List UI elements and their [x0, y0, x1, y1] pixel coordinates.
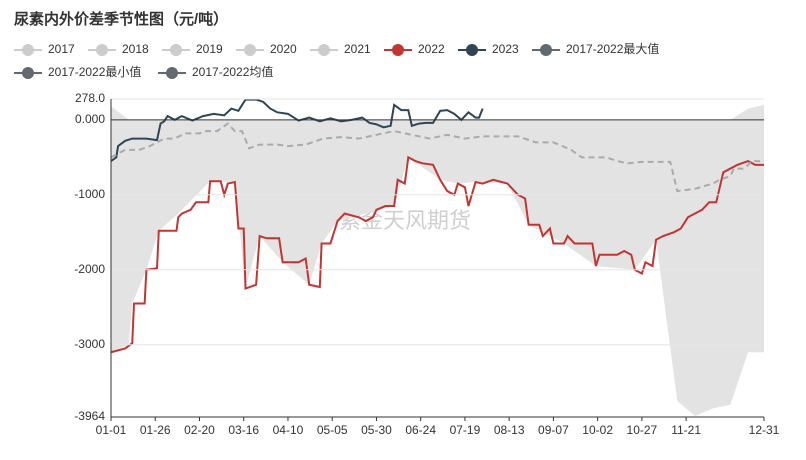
legend-marker	[392, 44, 404, 56]
legend-item[interactable]: 2023	[458, 42, 519, 56]
y-tick-label: -3000	[74, 337, 105, 351]
x-tick-label: 01-26	[140, 423, 171, 437]
y-tick-label: -3964	[74, 409, 105, 423]
legend-marker	[244, 44, 256, 56]
y-tick-label: 278.0	[75, 91, 105, 105]
x-tick-label: 02-20	[184, 423, 215, 437]
series-line	[110, 155, 764, 354]
legend-item[interactable]: 2018	[88, 42, 149, 56]
legend-label: 2017-2022最大值	[566, 41, 659, 56]
legend-marker	[22, 44, 34, 56]
legend-item[interactable]: 2020	[236, 42, 297, 56]
x-tick-label: 03-16	[228, 423, 259, 437]
legend-marker	[22, 67, 34, 79]
legend-marker	[466, 44, 478, 56]
y-tick-label: 0.000	[75, 112, 105, 126]
x-tick-label: 09-07	[538, 423, 569, 437]
legend-label: 2023	[492, 42, 519, 56]
legend-item[interactable]: 2022	[384, 42, 445, 56]
x-tick-label: 04-10	[273, 423, 304, 437]
legend-item[interactable]: 2021	[310, 42, 371, 56]
x-tick-label: 10-27	[627, 423, 658, 437]
x-tick-label: 05-30	[361, 423, 392, 437]
legend-marker	[318, 44, 330, 56]
legend-item[interactable]: 2017	[14, 42, 75, 56]
x-tick-label: 06-24	[405, 423, 436, 437]
legend-marker	[96, 44, 108, 56]
x-tick-label: 11-21	[671, 423, 701, 437]
legend-label: 2021	[344, 42, 371, 56]
legend-label: 2019	[196, 42, 223, 56]
legend-label: 2017	[48, 42, 75, 56]
legend-label: 2017-2022均值	[192, 64, 273, 79]
x-tick-label: 10-02	[582, 423, 613, 437]
chart-title: 尿素内外价差季节性图（元/吨）	[14, 10, 228, 28]
legend-label: 2020	[270, 42, 297, 56]
legend-item[interactable]: 2017-2022均值	[158, 64, 273, 79]
legend-label: 2022	[418, 42, 445, 56]
series-line	[110, 98, 484, 162]
y-tick-label: -1000	[74, 187, 105, 201]
legend-marker	[170, 44, 182, 56]
x-tick-label: 05-05	[317, 423, 348, 437]
x-tick-label: 07-19	[450, 423, 481, 437]
legend-marker	[166, 67, 178, 79]
range-band	[111, 104, 764, 416]
legend-item[interactable]: 2017-2022最小值	[14, 64, 141, 79]
x-tick-label: 12-31	[749, 423, 780, 437]
x-tick-label: 08-13	[494, 423, 525, 437]
legend-label: 2017-2022最小值	[48, 64, 141, 79]
legend-marker	[540, 44, 552, 56]
legend-label: 2018	[122, 42, 149, 56]
legend-item[interactable]: 2017-2022最大值	[532, 41, 659, 56]
x-tick-label: 01-01	[96, 423, 127, 437]
y-tick-label: -2000	[74, 262, 105, 276]
legend-item[interactable]: 2019	[162, 42, 223, 56]
plot	[110, 98, 764, 416]
